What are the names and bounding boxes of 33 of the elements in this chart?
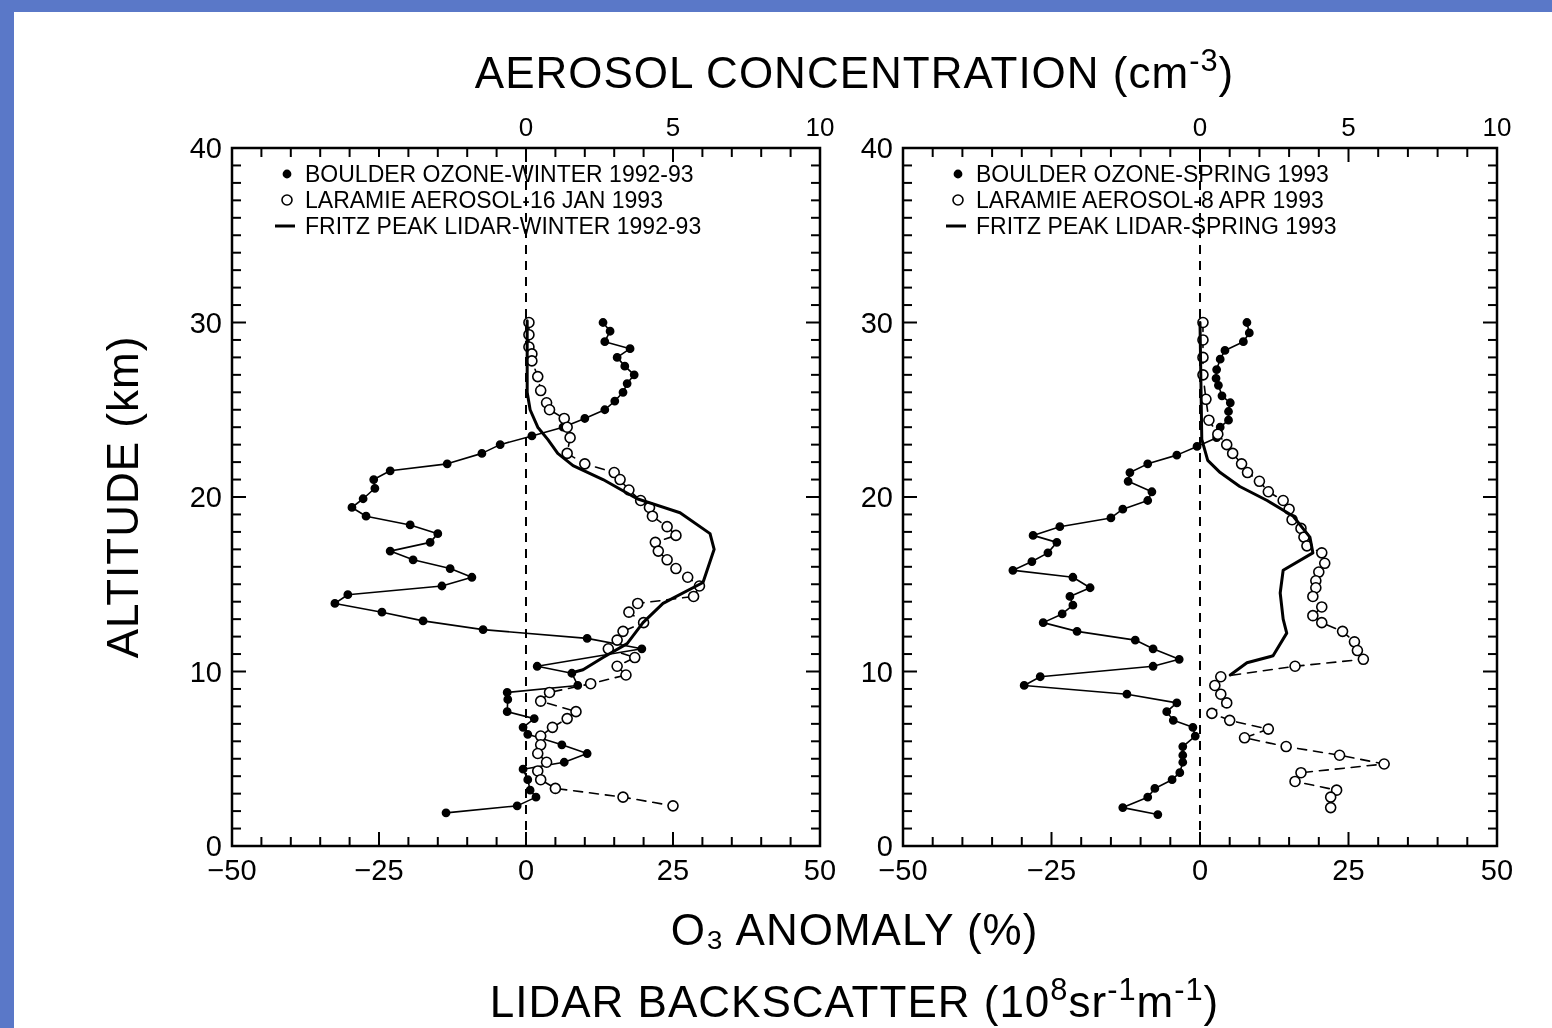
x2-tick-label: 10	[805, 112, 835, 142]
x2-axis-title: AEROSOL CONCENTRATION (cm$^{-3}$)	[474, 42, 1235, 97]
x2-tick-label: 5	[1341, 112, 1356, 142]
y-tick-label: 20	[189, 481, 222, 513]
y-tick-label: 0	[205, 830, 222, 862]
legend-label: FRITZ PEAK LIDAR-SPRING 1993	[976, 213, 1337, 239]
x-tick-label: −25	[354, 854, 404, 886]
x2-tick-label: 0	[518, 112, 534, 142]
x-tick-label: 0	[517, 854, 535, 886]
x-tick-label: 50	[1480, 854, 1514, 886]
x2-tick-label: 10	[1482, 112, 1512, 142]
y-tick-label: 0	[876, 830, 893, 862]
y-tick-label: 30	[189, 306, 222, 339]
y-tick-label: 40	[860, 132, 893, 164]
y-tick-label: 10	[189, 655, 222, 688]
legend-label: BOULDER OZONE-SPRING 1993	[976, 161, 1329, 187]
x-tick-label: 25	[656, 854, 690, 886]
legend-label: LARAMIE AEROSOL-8 APR 1993	[976, 187, 1324, 213]
x-axis-title: O₃ ANOMALY (%) LIDAR BACKSCATTER (10$^{8}$sr$^{-1}$m$^{-1}$)	[489, 905, 1220, 1026]
y-tick-label: 10	[860, 655, 893, 688]
x2-tick-label: 0	[1192, 112, 1208, 142]
x2-tick-label: 5	[665, 112, 681, 142]
legend-label: BOULDER OZONE-WINTER 1992-93	[305, 161, 694, 187]
x-tick-label: 0	[1191, 854, 1209, 886]
x-tick-label: −25	[1026, 854, 1077, 886]
y-tick-label: 20	[860, 481, 893, 513]
x-tick-label: 50	[803, 854, 837, 886]
y-tick-label: 40	[189, 132, 222, 164]
y-axis-title: ALTITUDE (km)	[98, 335, 147, 659]
legend-label: FRITZ PEAK LIDAR-WINTER 1992-93	[305, 213, 702, 239]
x-tick-label: 25	[1332, 854, 1365, 886]
legend-label: LARAMIE AEROSOL-16 JAN 1993	[305, 187, 663, 213]
y-tick-label: 30	[860, 306, 893, 339]
